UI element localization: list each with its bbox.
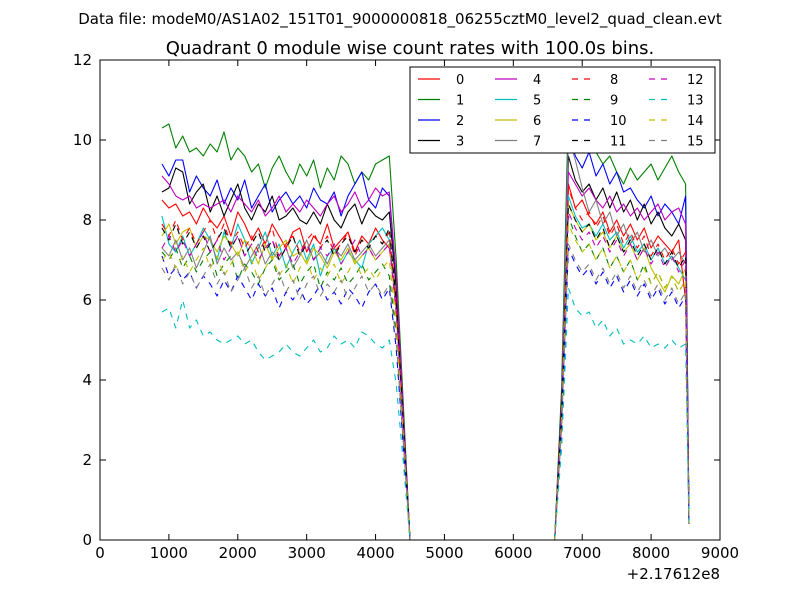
legend-label-8: 8 xyxy=(610,73,618,88)
series-line-13 xyxy=(161,287,690,541)
legend-label-5: 5 xyxy=(533,94,541,109)
plot-area: 0 1000 2000 3000 4000 5000 6000 7000 8000 9000 0 2 4… xyxy=(73,51,739,562)
y-tick-label: 8 xyxy=(82,211,92,229)
y-tick-label: 2 xyxy=(82,451,92,469)
legend-label-9: 9 xyxy=(610,94,618,109)
y-tick-label: 6 xyxy=(82,291,92,309)
legend-label-13: 13 xyxy=(687,94,704,109)
legend-label-4: 4 xyxy=(533,73,541,88)
legend-label-11: 11 xyxy=(610,135,627,150)
x-tick-label: 7000 xyxy=(563,544,601,562)
legend-label-6: 6 xyxy=(533,114,541,129)
series-line-14 xyxy=(161,223,690,541)
y-tick-label: 10 xyxy=(73,131,92,149)
y-tick-label: 0 xyxy=(82,531,92,549)
series-line-12 xyxy=(161,211,690,541)
x-tick-label: 9000 xyxy=(701,544,739,562)
series-line-11 xyxy=(161,203,690,541)
series-line-4 xyxy=(161,171,690,541)
legend-label-7: 7 xyxy=(533,135,541,150)
legend-label-1: 1 xyxy=(456,94,464,109)
x-tick-label: 3000 xyxy=(288,544,326,562)
x-tick-label: 8000 xyxy=(632,544,670,562)
x-axis-offset-label: +2.17612e8 xyxy=(627,565,720,583)
legend-label-10: 10 xyxy=(610,114,627,129)
legend-box xyxy=(409,66,716,154)
x-tick-label: 5000 xyxy=(425,544,463,562)
y-tick-label: 12 xyxy=(73,51,92,69)
chart-suptitle: Data file: modeM0/AS1A02_151T01_90000008… xyxy=(78,10,722,29)
chart-title: Quadrant 0 module wise count rates with … xyxy=(166,38,655,59)
legend-label-0: 0 xyxy=(456,73,464,88)
legend-label-2: 2 xyxy=(456,114,464,129)
legend-label-3: 3 xyxy=(456,135,464,150)
legend-label-14: 14 xyxy=(687,114,704,129)
x-tick-label: 2000 xyxy=(219,544,257,562)
x-tick-label: 4000 xyxy=(356,544,394,562)
legend-label-12: 12 xyxy=(687,73,704,88)
series-line-9 xyxy=(161,215,690,541)
series-line-2 xyxy=(161,131,690,541)
legend-label-15: 15 xyxy=(687,135,704,150)
x-tick-label: 0 xyxy=(95,544,105,562)
series-line-7 xyxy=(161,135,690,541)
series-group xyxy=(161,107,690,541)
x-tick-label: 6000 xyxy=(494,544,532,562)
y-tick-label: 4 xyxy=(82,371,92,389)
x-tick-label: 1000 xyxy=(150,544,188,562)
series-line-15 xyxy=(161,243,690,541)
